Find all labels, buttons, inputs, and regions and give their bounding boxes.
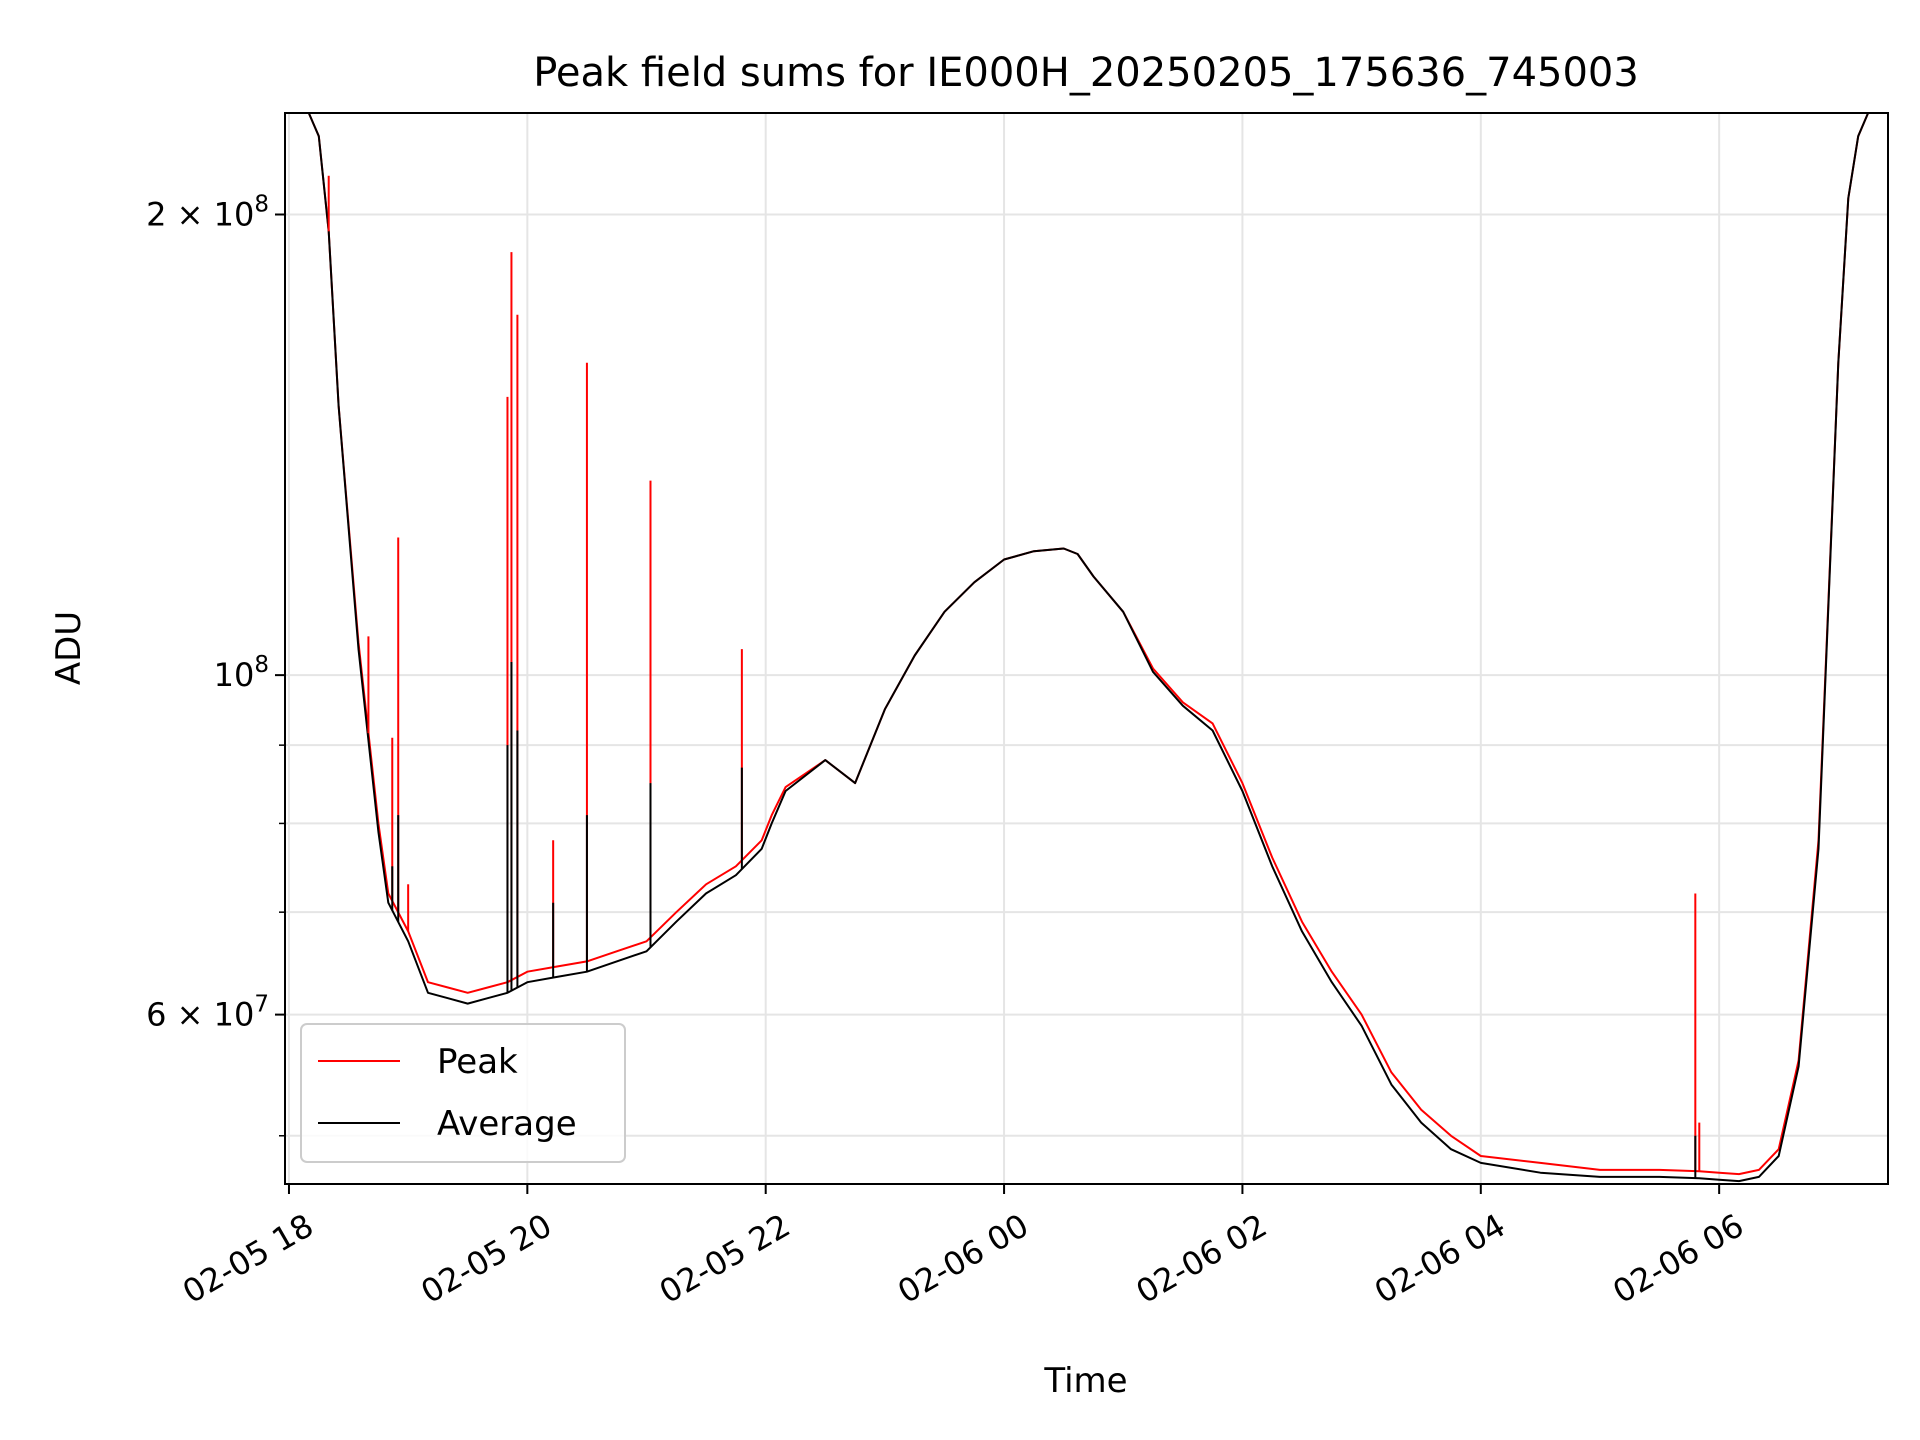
y-tick-label: 6 × 107: [146, 992, 269, 1034]
series-lines: [285, 112, 1888, 1183]
x-axis-label: Time: [1043, 1361, 1127, 1401]
y-axis: 6 × 107 108 2 × 108: [146, 191, 285, 1137]
series-line-average: [285, 112, 1888, 1183]
legend-label-average: Average: [437, 1104, 577, 1144]
plot-frame: [284, 112, 1889, 1185]
y-tick-label: 108: [214, 652, 269, 694]
y-tick-label: 2 × 108: [146, 191, 269, 233]
legend-label-peak: Peak: [437, 1042, 518, 1082]
y-axis-label: ADU: [49, 611, 89, 685]
chart-title: Peak field sums for IE000H_20250205_1756…: [533, 50, 1639, 96]
legend: Peak Average: [300, 1023, 626, 1163]
legend-box: [300, 1023, 626, 1163]
